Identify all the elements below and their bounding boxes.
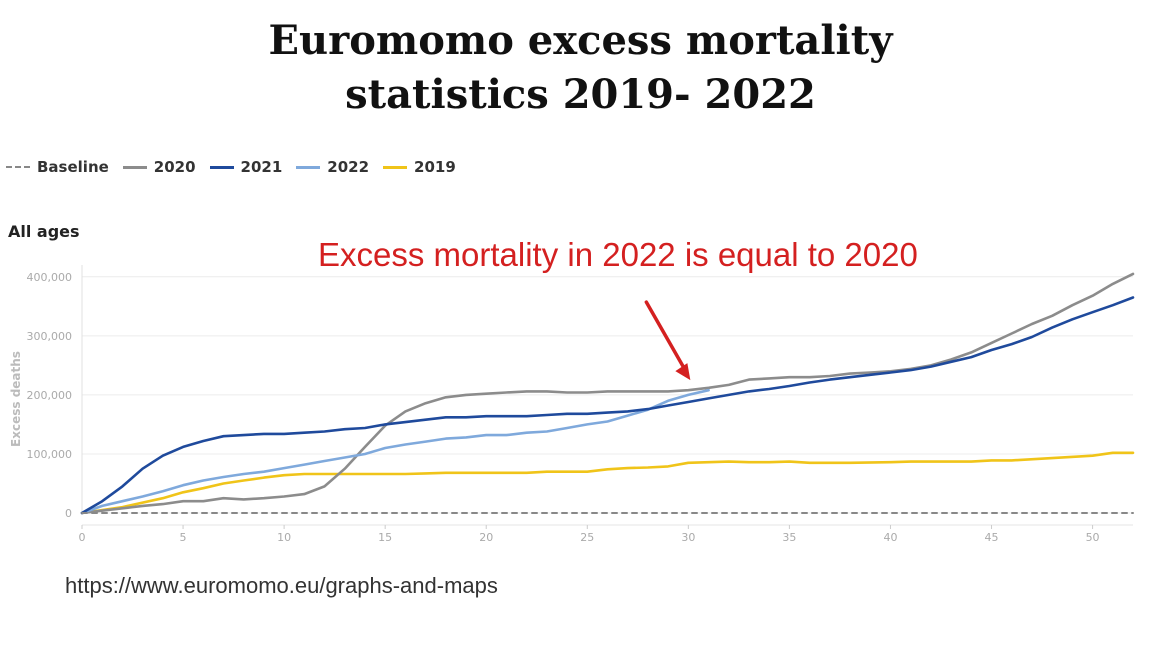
legend-swatch (6, 166, 30, 168)
legend-swatch (122, 165, 147, 169)
legend-swatch (296, 165, 321, 169)
x-tick-label: 25 (580, 531, 594, 544)
legend-item-2019[interactable]: 2019 (383, 158, 456, 176)
legend-swatch (383, 165, 408, 169)
x-tick-label: 30 (681, 531, 695, 544)
series-line-2019 (80, 451, 1135, 515)
x-tick-label: 35 (782, 531, 796, 544)
legend-swatch (209, 165, 234, 169)
y-tick-label: 400,000 (27, 271, 73, 284)
legend-item-2022[interactable]: 2022 (296, 158, 369, 176)
source-url: https://www.euromomo.eu/graphs-and-maps (65, 573, 498, 598)
y-tick-label: 100,000 (27, 448, 73, 461)
y-axis-title: Excess deaths (9, 351, 23, 447)
x-tick-label: 5 (180, 531, 187, 544)
x-tick-label: 40 (883, 531, 897, 544)
series-line-2021 (80, 296, 1135, 515)
annotation-arrow-head (675, 363, 691, 381)
x-tick-label: 20 (479, 531, 493, 544)
series-line-2022 (80, 388, 710, 515)
x-tick-label: 45 (985, 531, 999, 544)
chart-legend: Baseline 2020 2021 2022 2019 (6, 158, 456, 176)
legend-label: 2019 (414, 158, 456, 176)
annotation-text: Excess mortality in 2022 is equal to 202… (318, 236, 918, 273)
title-line-2: statistics 2019- 2022 (345, 71, 816, 118)
x-tick-label: 50 (1086, 531, 1100, 544)
legend-item-baseline[interactable]: Baseline (6, 158, 109, 176)
legend-label: 2022 (327, 158, 370, 176)
legend-label: Baseline (37, 158, 109, 176)
y-tick-label: 0 (65, 507, 72, 520)
legend-label: 2021 (240, 158, 283, 176)
page-title: Euromomo excess mortality statistics 201… (0, 14, 1161, 122)
legend-label: 2020 (153, 158, 196, 176)
series-line-2020 (80, 272, 1135, 515)
y-tick-label: 200,000 (27, 389, 73, 402)
panel-title: All ages (8, 222, 80, 241)
y-tick-label: 300,000 (27, 330, 73, 343)
excess-mortality-chart: 0 100,000 200,000 300,000 400,000 0 5 10 15 20 25 3… (9, 265, 1135, 544)
annotation-arrow-shaft (644, 300, 689, 374)
x-tick-label: 10 (277, 531, 291, 544)
legend-item-2020[interactable]: 2020 (122, 158, 196, 176)
x-tick-label: 15 (378, 531, 392, 544)
x-tick-label: 0 (79, 531, 86, 544)
legend-item-2021[interactable]: 2021 (209, 158, 283, 176)
title-line-1: Euromomo excess mortality (268, 17, 893, 64)
